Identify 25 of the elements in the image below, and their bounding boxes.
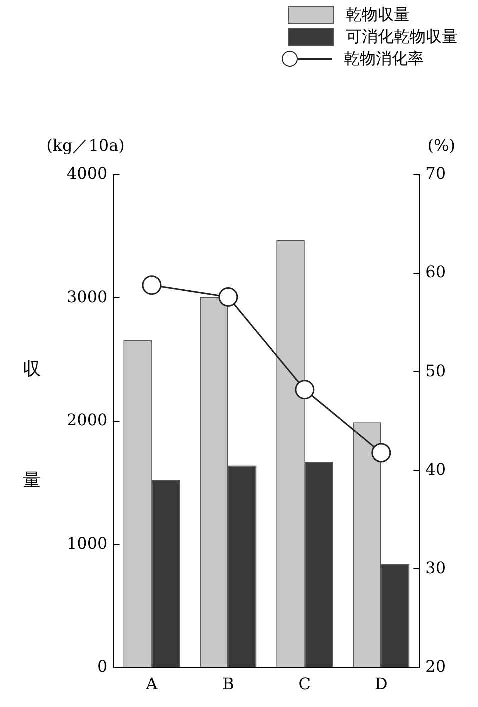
- y2-axis-title: (%): [428, 136, 456, 156]
- text: (kg／10a): [46, 136, 125, 156]
- y-tick-label: 2000: [67, 410, 108, 430]
- legend-label: 乾物消化率: [344, 48, 424, 70]
- y-axis-title: 収量: [21, 345, 42, 569]
- y2-tick-label: 40: [426, 460, 446, 479]
- point: [142, 276, 162, 296]
- y-tick-label: 3000: [67, 287, 108, 306]
- y2-tick-label: 70: [426, 164, 446, 184]
- y-tick-label: 0: [98, 656, 108, 676]
- point: [372, 443, 392, 463]
- x-tick-label: A: [145, 674, 158, 694]
- legend-label: 可消化乾物収量: [346, 26, 458, 48]
- y2-tick-label: 50: [426, 361, 446, 380]
- y-tick-label: 1000: [67, 534, 108, 553]
- y2-tick-label: 60: [426, 262, 446, 282]
- x-tick-label: D: [374, 674, 388, 694]
- point: [218, 287, 238, 307]
- x-tick-label: B: [222, 674, 234, 694]
- x-tick-label: C: [298, 674, 312, 694]
- y2-tick-label: 20: [426, 656, 446, 676]
- point: [295, 380, 315, 400]
- y-tick-label: 4000: [67, 164, 108, 184]
- y2-tick-label: 30: [426, 558, 446, 578]
- legend-label: 乾物収量: [346, 4, 410, 26]
